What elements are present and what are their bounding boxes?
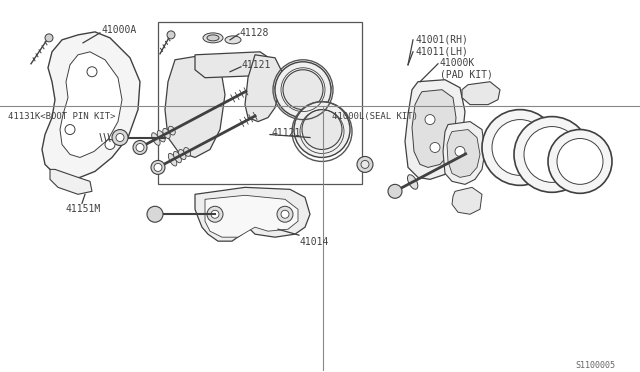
Text: 41121: 41121: [272, 128, 301, 138]
Circle shape: [514, 116, 590, 192]
Circle shape: [65, 125, 75, 135]
Circle shape: [45, 34, 53, 42]
Ellipse shape: [225, 36, 241, 44]
Text: 41131K<BOOT PIN KIT>: 41131K<BOOT PIN KIT>: [8, 112, 115, 121]
Text: 41151M: 41151M: [65, 204, 100, 214]
Text: S1100005: S1100005: [575, 361, 615, 370]
Text: 41000K: 41000K: [440, 58, 476, 68]
Polygon shape: [462, 82, 500, 105]
Circle shape: [116, 134, 124, 141]
Circle shape: [557, 138, 603, 185]
Polygon shape: [195, 52, 272, 78]
Circle shape: [281, 210, 289, 218]
Circle shape: [154, 163, 162, 171]
Ellipse shape: [173, 151, 181, 163]
Circle shape: [294, 102, 350, 157]
Polygon shape: [50, 169, 92, 194]
Polygon shape: [165, 55, 225, 157]
Circle shape: [151, 160, 165, 174]
Circle shape: [283, 70, 323, 110]
Ellipse shape: [152, 133, 160, 145]
Polygon shape: [245, 55, 282, 122]
Circle shape: [275, 62, 331, 118]
Ellipse shape: [408, 175, 418, 189]
Ellipse shape: [163, 128, 170, 138]
Circle shape: [105, 140, 115, 150]
Circle shape: [167, 31, 175, 39]
Text: 41001(RH): 41001(RH): [415, 35, 468, 45]
Ellipse shape: [203, 33, 223, 43]
Polygon shape: [412, 90, 456, 167]
Circle shape: [430, 142, 440, 153]
Circle shape: [524, 126, 580, 182]
Circle shape: [87, 67, 97, 77]
Circle shape: [147, 206, 163, 222]
Text: 41128: 41128: [240, 28, 269, 38]
Text: 41121: 41121: [242, 60, 271, 70]
Polygon shape: [195, 187, 310, 241]
Ellipse shape: [168, 126, 175, 135]
Text: 41014: 41014: [300, 237, 330, 247]
Polygon shape: [452, 187, 482, 214]
Ellipse shape: [275, 77, 331, 99]
Polygon shape: [60, 52, 122, 157]
Circle shape: [492, 119, 548, 175]
Polygon shape: [42, 32, 140, 179]
Ellipse shape: [179, 150, 186, 160]
Polygon shape: [205, 195, 298, 237]
Ellipse shape: [184, 148, 191, 156]
Circle shape: [136, 144, 144, 151]
Circle shape: [425, 115, 435, 125]
Circle shape: [277, 206, 293, 222]
Circle shape: [207, 206, 223, 222]
Polygon shape: [447, 129, 480, 177]
Circle shape: [112, 129, 128, 145]
Circle shape: [548, 129, 612, 193]
Ellipse shape: [157, 131, 165, 142]
Circle shape: [357, 157, 373, 172]
Circle shape: [455, 147, 465, 157]
Text: 41011(LH): 41011(LH): [415, 47, 468, 57]
Circle shape: [388, 185, 402, 198]
Ellipse shape: [207, 35, 219, 41]
Circle shape: [211, 210, 219, 218]
Ellipse shape: [168, 153, 177, 166]
Text: (PAD KIT): (PAD KIT): [440, 70, 493, 80]
Text: 41000A: 41000A: [102, 25, 137, 35]
Circle shape: [361, 160, 369, 169]
Polygon shape: [405, 80, 465, 179]
Bar: [158, 22, 362, 185]
Polygon shape: [443, 122, 485, 185]
Circle shape: [133, 141, 147, 154]
Circle shape: [482, 110, 558, 185]
Text: 41000L(SEAL KIT): 41000L(SEAL KIT): [332, 112, 418, 121]
Circle shape: [302, 110, 342, 150]
